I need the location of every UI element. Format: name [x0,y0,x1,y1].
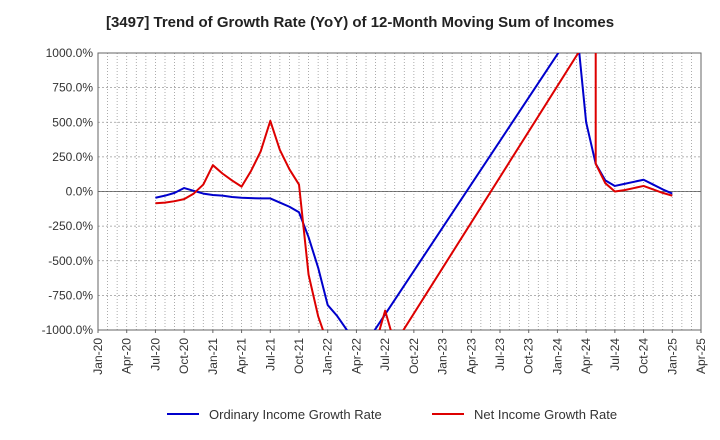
x-tick-label: Jan-21 [206,338,220,375]
y-tick-label: 250.0% [52,150,93,164]
plot-border [97,52,702,331]
x-tick-label: Jul-21 [263,338,277,371]
series-line-2 [155,53,673,330]
x-tick-label: Jul-23 [493,338,507,371]
x-tick-label: Jan-22 [321,338,335,375]
y-tick-label: 1000.0% [46,46,94,60]
x-tick-label: Apr-24 [579,338,593,374]
x-tick-label: Apr-20 [120,338,134,374]
x-tick-label: Jul-22 [378,338,392,371]
x-tick-label: Oct-20 [177,338,191,374]
y-tick-label: -250.0% [48,219,93,233]
legend-label-1: Ordinary Income Growth Rate [209,407,382,422]
y-tick-label: -500.0% [48,254,93,268]
x-tick-label: Jan-23 [436,338,450,375]
series-line-1 [155,53,673,330]
x-tick-label: Apr-25 [694,338,708,374]
x-tick-label: Apr-23 [464,338,478,374]
x-tick-label: Oct-21 [292,338,306,374]
x-tick-label: Oct-24 [637,338,651,374]
y-tick-label: -750.0% [48,288,93,302]
x-tick-label: Jul-24 [608,338,622,371]
chart-title: [3497] Trend of Growth Rate (YoY) of 12-… [105,14,615,31]
y-tick-label: 750.0% [52,81,93,95]
y-tick-label: 0.0% [66,185,94,199]
x-tick-label: Jan-20 [91,338,105,375]
x-tick-label: Apr-21 [235,338,249,374]
y-tick-label: -1000.0% [42,323,94,337]
x-tick-label: Jan-25 [665,338,679,375]
x-tick-label: Jan-24 [550,338,564,375]
x-tick-label: Jul-20 [148,338,162,371]
x-tick-label: Oct-23 [522,338,536,374]
x-tick-label: Apr-22 [349,338,363,374]
x-tick-label: Oct-22 [407,338,421,374]
y-tick-label: 500.0% [52,115,93,129]
legend-label-2: Net Income Growth Rate [474,407,617,422]
